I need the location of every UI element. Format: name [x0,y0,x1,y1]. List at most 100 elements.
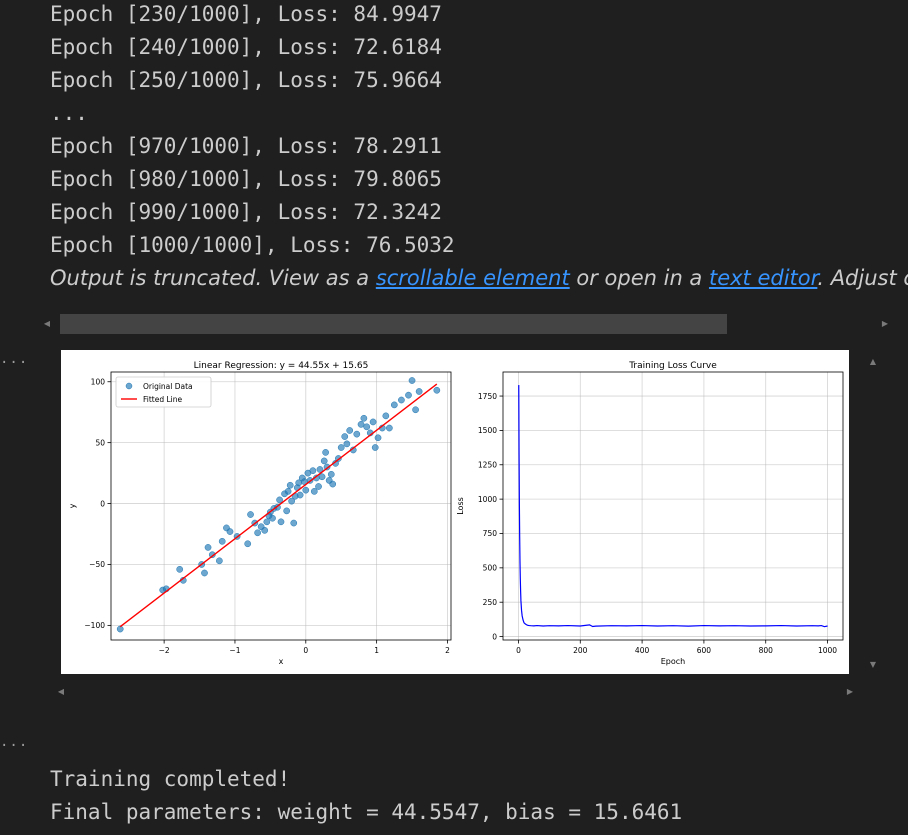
x-tick-label: 1 [374,646,379,655]
scrollable-element-link[interactable]: scrollable element [375,266,570,290]
data-point [286,481,294,489]
log-line: Epoch [230/1000], Loss: 84.9947 [50,2,442,26]
data-point [247,511,254,518]
scroll-left-icon[interactable]: ◀ [57,687,65,696]
scroll-right-icon[interactable]: ▶ [846,687,854,696]
chart-title: Training Loss Curve [628,361,717,371]
data-point [357,421,365,428]
x-tick-label: 800 [759,646,774,655]
data-point [310,488,318,495]
plot-svg: −2 −1 0 1 2 −100 −50 0 50 100 Linear Regression: y… [68,361,844,666]
final-output: Training completed! Final parameters: we… [50,763,682,829]
x-tick-label: 400 [635,646,650,655]
data-point [276,496,283,504]
data-point [337,444,345,451]
data-point [296,491,304,499]
x-axis-label: x [279,657,284,666]
data-point [322,449,329,456]
y-tick-label: 1500 [478,426,497,435]
log-line: Epoch [990/1000], Loss: 72.3242 [50,200,442,224]
data-point [433,386,441,394]
data-point [415,388,423,395]
truncation-prefix: Output is truncated. View as a [50,266,376,290]
log-line: Epoch [250/1000], Loss: 75.9664 [50,68,442,92]
fitted-line [119,383,438,628]
data-point [390,401,398,409]
data-point [269,514,276,522]
data-point [353,430,361,438]
text-editor-link[interactable]: text editor [708,266,818,290]
truncation-suffix: . Adjust cell output settings... [817,266,908,290]
y-tick-label: 250 [483,598,498,607]
plot-figure: −2 −1 0 1 2 −100 −50 0 50 100 Linear Regression: y… [61,350,849,674]
data-point [382,412,390,420]
y-axis-label: y [68,503,77,508]
scroll-down-icon[interactable]: ▼ [869,660,877,669]
x-tick-label: 0 [516,646,521,655]
scroll-right-icon[interactable]: ▶ [881,319,889,328]
data-point [290,519,298,527]
data-point [216,557,223,565]
data-point [398,396,405,404]
data-point [346,427,354,434]
data-point [329,480,337,488]
plot-area [116,377,441,633]
log-line: Epoch [1000/1000], Loss: 76.5032 [50,233,455,257]
y-tick-label: −50 [89,560,105,569]
final-parameters-text: Final parameters: weight = 44.5547, bias… [50,800,683,824]
x-tick-label: 200 [573,646,588,655]
data-point [374,434,382,442]
plot-area [518,385,828,628]
cell-more-ellipsis[interactable]: ... [0,351,29,367]
x-tick-label: −2 [159,646,170,655]
data-point [288,497,295,505]
data-point [284,488,292,495]
data-point [363,423,371,431]
data-point [320,457,328,465]
loss-curve [518,385,828,628]
y-tick-label: 750 [483,529,498,538]
data-point [341,433,349,440]
scroll-up-icon[interactable]: ▲ [869,357,877,366]
x-axis-label: Epoch [661,657,686,666]
data-point [412,406,419,414]
data-point [261,527,269,534]
data-point [369,418,377,426]
data-point [360,414,368,422]
data-point [208,551,216,559]
y-tick-label: 0 [492,632,497,641]
x-tick-label: 2 [445,646,450,655]
data-point [201,569,208,577]
data-point [318,473,326,481]
log-line: Epoch [970/1000], Loss: 78.2911 [50,134,442,158]
data-point [371,444,379,451]
data-point [263,518,271,526]
data-point [302,486,310,494]
data-point [254,529,261,537]
legend-label: Original Data [143,382,193,391]
log-line: Epoch [980/1000], Loss: 79.8065 [50,167,442,191]
training-completed-text: Training completed! [50,767,291,791]
data-point [204,544,212,551]
x-tick-label: 1000 [818,646,837,655]
legend-box [115,376,212,408]
data-point [277,518,285,526]
x-tick-label: 0 [303,646,308,655]
data-point [386,424,393,432]
scroll-left-icon[interactable]: ◀ [43,319,51,328]
axes-frame [110,371,452,641]
data-point [176,565,184,573]
horizontal-scrollbar-thumb[interactable] [60,314,727,334]
log-line: Epoch [240/1000], Loss: 72.6184 [50,35,442,59]
data-point [343,440,351,448]
y-tick-label: 1250 [478,460,497,469]
legend-marker-scatter [125,382,133,390]
y-tick-label: 0 [100,499,105,508]
cell-more-ellipsis[interactable]: ... [0,734,29,750]
truncation-middle: or open in a [569,266,709,290]
data-point [226,528,234,535]
data-point [116,625,124,633]
data-point [405,391,412,399]
data-point [283,507,291,515]
data-point [315,483,322,490]
